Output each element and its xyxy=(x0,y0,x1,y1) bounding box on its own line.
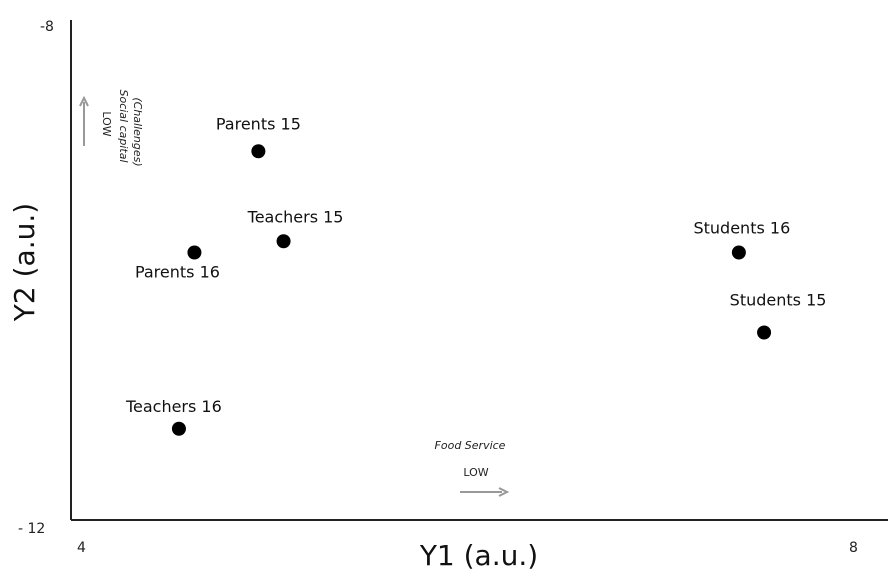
scatter-point xyxy=(187,245,202,260)
scatter-point xyxy=(171,421,186,436)
y-annotation-line2: (Challenges) xyxy=(131,97,144,166)
point-label: Teachers 15 xyxy=(247,207,344,226)
scatter-point xyxy=(276,234,291,249)
point-label: Teachers 16 xyxy=(125,397,222,416)
point-label: Parents 16 xyxy=(135,263,220,282)
point-label: Students 15 xyxy=(730,291,827,310)
data-points: Parents 15 Teachers 15 Parents 16 Teachers … xyxy=(125,114,827,436)
scatter-point xyxy=(251,144,266,159)
point-label: Parents 15 xyxy=(216,114,301,133)
scatter-point xyxy=(757,325,772,340)
y-annotation-arrowhead xyxy=(79,95,89,107)
y-axis-title: Y2 (a.u.) xyxy=(8,203,41,322)
x-annotation-title: Food Service xyxy=(435,439,506,452)
x-tick-label-right: 8 xyxy=(849,540,858,556)
x-axis-title: Y1 (a.u.) xyxy=(419,539,538,572)
y-tick-label-top: -8 xyxy=(40,19,54,35)
point-label: Students 16 xyxy=(693,219,790,238)
scatter-point xyxy=(731,245,746,260)
y-annotation-line1: Social capital xyxy=(117,89,130,162)
x-tick-label-left: 4 xyxy=(77,540,86,556)
x-annotation-level: LOW xyxy=(463,466,488,479)
y-tick-label-bottom: - 12 xyxy=(18,521,45,537)
y-annotation-level: LOW xyxy=(100,111,113,136)
x-annotation-arrowhead xyxy=(498,487,510,497)
